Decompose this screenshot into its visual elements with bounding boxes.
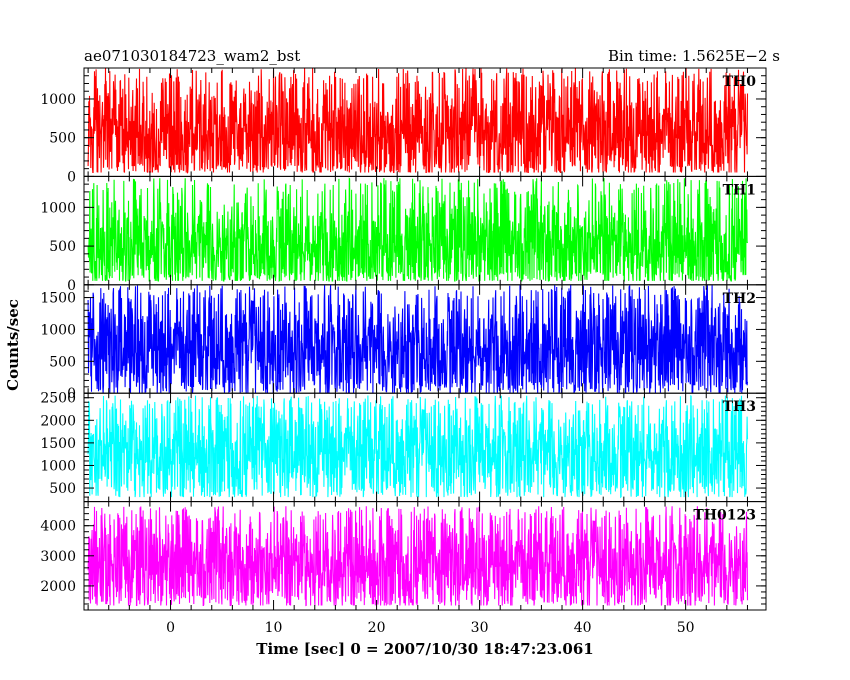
chart-title: ae071030184723_wam2_bst bbox=[84, 47, 300, 65]
y-tick-label: 3000 bbox=[40, 549, 76, 565]
y-tick-label: 0 bbox=[67, 278, 76, 294]
panels-group: 0 500 1000 TH0 0 500 1000 TH1 0 500 1000 1500 TH2 500… bbox=[40, 67, 767, 611]
y-tick-label: 0 bbox=[67, 386, 76, 402]
x-tick-label: 40 bbox=[574, 620, 592, 636]
x-tick-label: 10 bbox=[265, 620, 283, 636]
panel-th1: 0 500 1000 TH1 bbox=[40, 175, 767, 294]
panel-th0: 0 500 1000 TH0 bbox=[40, 67, 767, 185]
y-tick-label: 1000 bbox=[40, 200, 76, 216]
panel-label: TH3 bbox=[723, 399, 756, 415]
bin-time-label: Bin time: 1.5625E−2 s bbox=[608, 47, 780, 65]
x-tick-label: 20 bbox=[368, 620, 386, 636]
y-tick-label: 1000 bbox=[40, 92, 76, 108]
y-tick-label: 1500 bbox=[40, 436, 76, 452]
series-line-th2 bbox=[87, 284, 749, 394]
y-axis-label: Counts/sec bbox=[4, 299, 22, 391]
y-tick-label: 2000 bbox=[40, 579, 76, 595]
y-tick-label: 2500 bbox=[40, 391, 76, 407]
series-line-th0123 bbox=[87, 506, 749, 607]
y-tick-label: 1500 bbox=[40, 291, 76, 307]
x-tick-label: 0 bbox=[166, 620, 175, 636]
panel-label: TH1 bbox=[723, 182, 756, 198]
y-tick-label: 2000 bbox=[40, 413, 76, 429]
series-line-th1 bbox=[87, 177, 749, 282]
panel-label: TH0123 bbox=[693, 508, 756, 524]
x-tick-label: 30 bbox=[471, 620, 489, 636]
panel-th3: 500 1000 1500 2000 2500 TH3 bbox=[40, 391, 767, 503]
y-tick-label: 1000 bbox=[40, 458, 76, 474]
y-tick-label: 500 bbox=[49, 131, 76, 147]
panel-label: TH2 bbox=[723, 291, 756, 307]
series-line-th3 bbox=[87, 394, 749, 499]
x-axis-label: Time [sec] 0 = 2007/10/30 18:47:23.061 bbox=[256, 640, 593, 658]
x-tick-labels: 0 10 20 30 40 50 bbox=[166, 620, 694, 636]
y-tick-label: 500 bbox=[49, 239, 76, 255]
y-tick-label: 500 bbox=[49, 354, 76, 370]
panel-th2: 0 500 1000 1500 TH2 bbox=[40, 284, 767, 402]
y-tick-label: 4000 bbox=[40, 519, 76, 535]
panel-label: TH0 bbox=[723, 74, 757, 90]
y-tick-label: 0 bbox=[67, 169, 76, 185]
series-line-th0 bbox=[87, 68, 749, 174]
x-tick-label: 50 bbox=[677, 620, 695, 636]
y-tick-label: 500 bbox=[49, 481, 76, 497]
panel-th0123: 2000 3000 4000 TH0123 bbox=[40, 501, 767, 611]
y-tick-label: 1000 bbox=[40, 322, 76, 338]
